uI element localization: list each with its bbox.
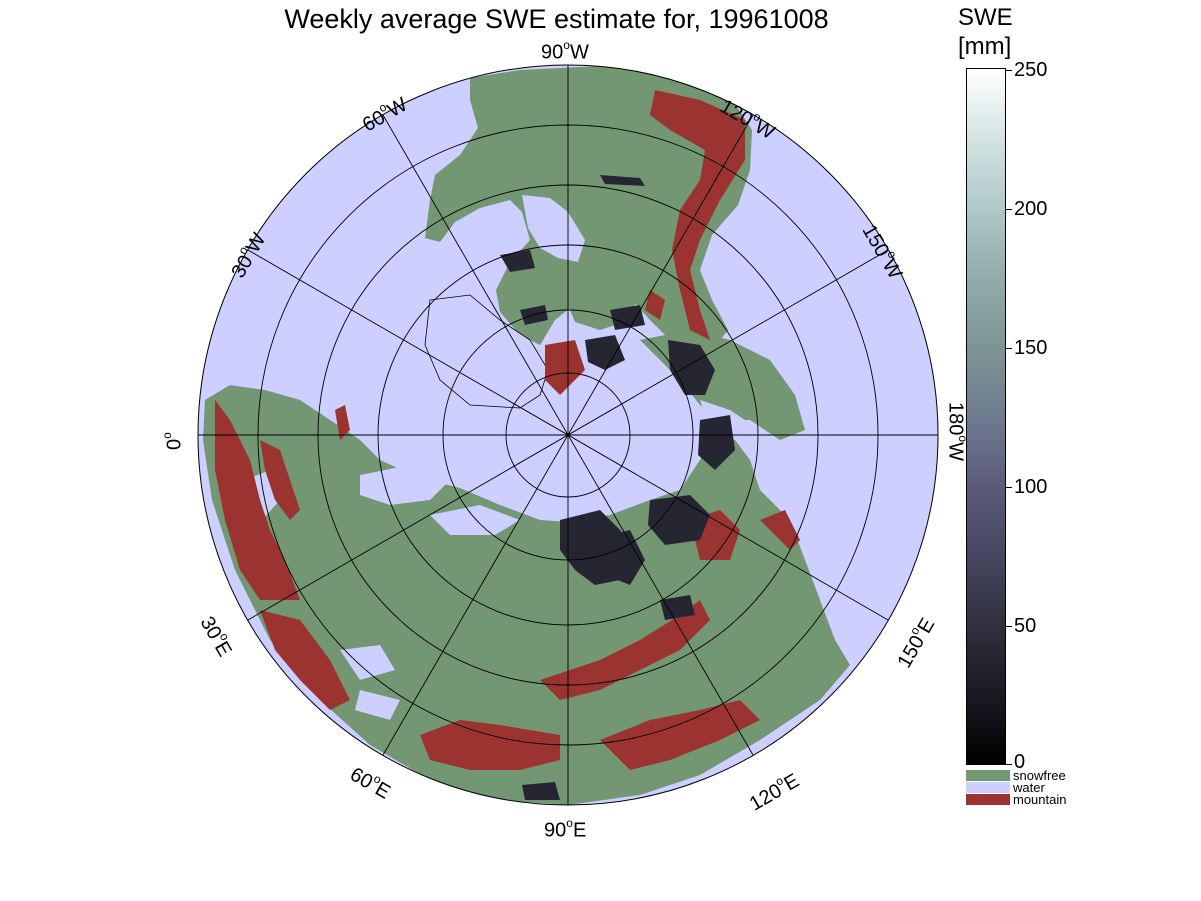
- legend-swatch-snowfree: [966, 770, 1010, 781]
- colorbar-tick: [1006, 209, 1012, 210]
- legend-label-mountain: mountain: [1013, 792, 1067, 807]
- map-title: Weekly average SWE estimate for, 1996100…: [284, 4, 829, 34]
- colorbar-tick-label: 200: [1014, 198, 1048, 220]
- lon-label-90e: 90oE: [544, 816, 587, 842]
- graticule: [197, 64, 939, 806]
- legend-label-snowfree: snowfree: [1013, 768, 1066, 783]
- colorbar-tick-label: 250: [1014, 59, 1048, 81]
- snow-patches: [500, 175, 735, 800]
- legend-swatch-water: [966, 782, 1010, 793]
- colorbar-tick: [1006, 487, 1012, 488]
- colorbar-tick-label: 150: [1014, 337, 1048, 359]
- colorbar-tick-label: 100: [1014, 476, 1048, 498]
- colorbar: [966, 68, 1006, 765]
- land-north-america: [425, 66, 752, 352]
- colorbar-title: SWE: [958, 4, 1013, 31]
- mountain-regions: [215, 90, 800, 770]
- colorbar-tick-label: 0: [1014, 751, 1026, 773]
- legend-label-water: water: [1013, 780, 1045, 795]
- colorbar-tick: [1006, 626, 1012, 627]
- colorbar-tick: [1006, 70, 1012, 71]
- colorbar-tick-label: 50: [1014, 615, 1037, 637]
- lon-label-0: 0o: [160, 432, 186, 450]
- colorbar-tick: [1006, 348, 1012, 349]
- lon-label-90w: 90oW: [541, 38, 589, 64]
- legend-swatch-mountain: [966, 794, 1010, 805]
- lon-label-180w: 180oW: [944, 402, 970, 461]
- colorbar-tick: [1006, 764, 1012, 765]
- colorbar-unit: [mm]: [958, 33, 1012, 60]
